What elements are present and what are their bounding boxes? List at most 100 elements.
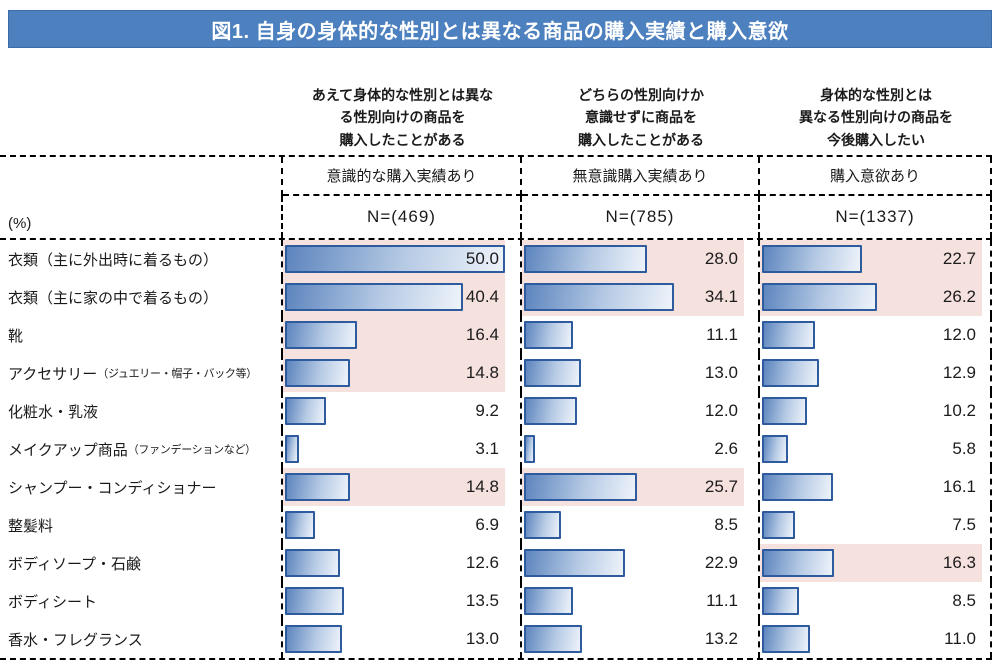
bar	[285, 245, 505, 273]
row-label: 靴	[0, 316, 283, 354]
data-table: 意識的な購入実績あり 無意識購入実績あり 購入意欲あり (%) N=(469) …	[0, 155, 992, 660]
table-row: 靴 16.4 11.1 12.0	[0, 316, 992, 354]
table-row: 衣類（主に家の中で着るもの） 40.4 34.1 26.2	[0, 278, 992, 316]
bar	[285, 359, 351, 387]
value-cell: 13.0	[522, 354, 760, 392]
series-name-row: 意識的な購入実績あり 無意識購入実績あり 購入意欲あり	[0, 157, 992, 196]
value-label: 26.2	[942, 287, 976, 306]
value-label: 12.9	[942, 363, 976, 382]
value-label: 12.6	[465, 553, 499, 572]
row-label: 衣類（主に外出時に着るもの）	[0, 240, 283, 278]
value-cell: 40.4	[283, 278, 522, 316]
bar	[524, 587, 573, 615]
table-row: 衣類（主に外出時に着るもの） 50.0 28.0 22.7	[0, 240, 992, 278]
row-label-text: ボディシート	[8, 593, 97, 611]
value-cell: 14.8	[283, 468, 522, 506]
column-description-2: どちらの性別向けか 意識せずに商品を 購入したことがある	[578, 87, 704, 148]
value-cell: 22.9	[522, 544, 760, 582]
value-cell: 6.9	[283, 506, 522, 544]
bar	[762, 435, 788, 463]
value-label: 25.7	[704, 477, 738, 496]
row-label: 整髪料	[0, 506, 283, 544]
column-description-1: あえて身体的な性別とは異な る性別向けの商品を 購入したことがある	[311, 87, 494, 148]
value-cell: 5.8	[760, 430, 992, 468]
row-label-text: シャンプー・コンディショナー	[8, 479, 217, 497]
value-label: 14.8	[465, 363, 499, 382]
value-cell: 8.5	[522, 506, 760, 544]
value-label: 12.0	[704, 401, 738, 420]
value-label: 12.0	[942, 325, 976, 344]
bar	[285, 397, 326, 425]
value-label: 7.5	[952, 515, 976, 534]
table-row: シャンプー・コンディショナー 14.8 25.7 16.1	[0, 468, 992, 506]
bar	[524, 397, 577, 425]
series-name-3: 購入意欲あり	[760, 157, 992, 196]
value-label: 16.4	[465, 325, 499, 344]
table-row: アクセサリー （ジュエリー・帽子・バック等） 14.8 13.0 12.9	[0, 354, 992, 392]
value-cell: 25.7	[522, 468, 760, 506]
bar	[762, 245, 862, 273]
bar	[524, 435, 536, 463]
value-label: 11.1	[706, 325, 738, 344]
value-label: 8.5	[952, 591, 976, 610]
bar	[285, 549, 341, 577]
row-label: メイクアップ商品 （ファンデーションなど）	[0, 430, 283, 468]
value-cell: 16.3	[760, 544, 992, 582]
value-cell: 11.1	[522, 316, 760, 354]
bar	[285, 625, 343, 653]
bar	[524, 473, 638, 501]
value-cell: 3.1	[283, 430, 522, 468]
row-label-text: ボディソープ・石鹸	[8, 555, 142, 573]
figure-title: 図1. 自身の身体的な性別とは異なる商品の購入実績と購入意欲	[211, 20, 789, 43]
row-label: 香水・フレグランス	[0, 620, 283, 658]
bar	[762, 397, 807, 425]
value-label: 34.1	[704, 287, 738, 306]
row-label: ボディシート	[0, 582, 283, 620]
value-cell: 9.2	[283, 392, 522, 430]
bar	[762, 549, 834, 577]
value-cell: 13.2	[522, 620, 760, 658]
table-row: 化粧水・乳液 9.2 12.0 10.2	[0, 392, 992, 430]
bar	[762, 283, 878, 311]
value-label: 9.2	[475, 401, 499, 420]
value-cell: 50.0	[283, 240, 522, 278]
value-cell: 12.0	[522, 392, 760, 430]
value-cell: 22.7	[760, 240, 992, 278]
row-label-note: （ファンデーションなど）	[127, 444, 256, 456]
bar	[524, 321, 573, 349]
value-label: 28.0	[704, 249, 738, 268]
value-label: 14.8	[465, 477, 499, 496]
bar	[524, 359, 582, 387]
unit-label: (%)	[0, 196, 283, 238]
column-descriptions: あえて身体的な性別とは異な る性別向けの商品を 購入したことがある どちらの性別…	[283, 82, 992, 151]
value-cell: 26.2	[760, 278, 992, 316]
bar	[524, 549, 625, 577]
bar	[285, 511, 316, 539]
bar	[762, 321, 815, 349]
value-cell: 11.1	[522, 582, 760, 620]
value-label: 6.9	[475, 515, 499, 534]
value-label: 40.4	[465, 287, 499, 306]
table-body: 衣類（主に外出時に着るもの） 50.0 28.0 22.7 衣類（主に家の中で着…	[0, 240, 992, 658]
row-label: シャンプー・コンディショナー	[0, 468, 283, 506]
value-label: 11.0	[944, 629, 976, 648]
bar	[762, 473, 833, 501]
row-label-text: 化粧水・乳液	[8, 403, 99, 421]
value-label: 13.5	[465, 591, 499, 610]
value-cell: 13.0	[283, 620, 522, 658]
sample-size-1: N=(469)	[283, 196, 522, 238]
value-cell: 11.0	[760, 620, 992, 658]
row-label: ボディソープ・石鹸	[0, 544, 283, 582]
value-label: 13.0	[465, 629, 499, 648]
value-cell: 34.1	[522, 278, 760, 316]
row-label: 化粧水・乳液	[0, 392, 283, 430]
bar	[524, 283, 674, 311]
row-label-text: 整髪料	[8, 517, 54, 535]
value-label: 8.5	[714, 515, 738, 534]
series-name-2: 無意識購入実績あり	[522, 157, 760, 196]
table-row: 整髪料 6.9 8.5 7.5	[0, 506, 992, 544]
value-label: 11.1	[706, 591, 738, 610]
sample-size-row: (%) N=(469) N=(785) N=(1337)	[0, 196, 992, 240]
value-cell: 28.0	[522, 240, 760, 278]
value-label: 13.0	[704, 363, 738, 382]
